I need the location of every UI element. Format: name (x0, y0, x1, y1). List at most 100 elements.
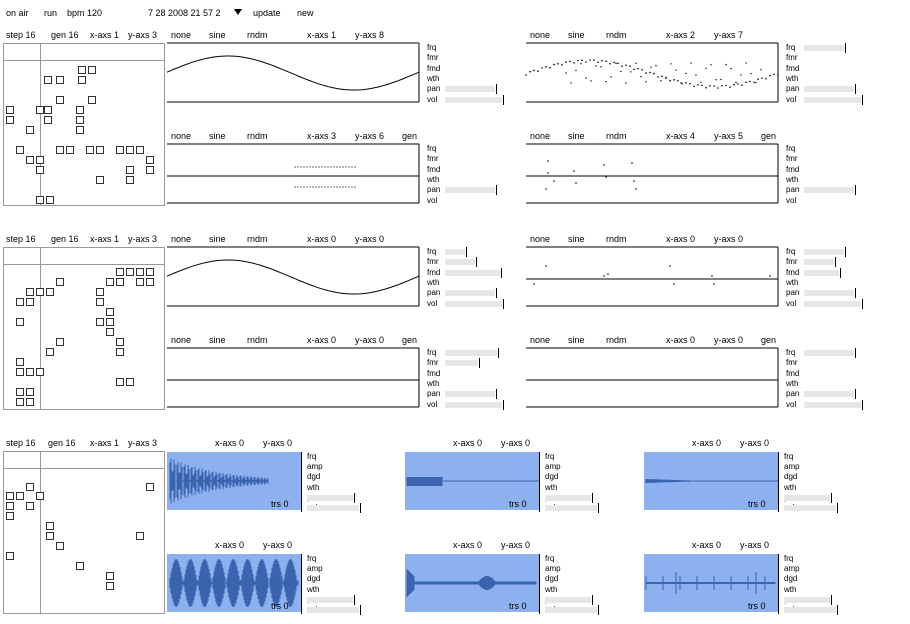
slider-handle[interactable] (862, 298, 863, 309)
lfo-display[interactable] (166, 246, 420, 308)
slider-handle[interactable] (840, 267, 841, 278)
gen-field[interactable]: gen 16 (48, 438, 76, 448)
slider-handle[interactable] (855, 348, 856, 358)
sequencer-cell[interactable] (36, 288, 44, 296)
sequencer-cell[interactable] (116, 268, 124, 276)
slider-handle[interactable] (496, 84, 497, 95)
param-vol-slider[interactable] (307, 503, 361, 513)
sequencer-cell[interactable] (76, 106, 84, 114)
lfo-none-button[interactable]: none (530, 30, 551, 40)
sequencer-cell[interactable] (26, 156, 34, 164)
sequencer-cell[interactable] (36, 166, 44, 174)
sample-x-axis-field[interactable]: x-axs 0 (453, 540, 483, 550)
param-pan-slider[interactable] (804, 288, 856, 299)
slider-handle[interactable] (862, 94, 863, 105)
y-axis-field[interactable]: y-axs 3 (128, 438, 158, 448)
lfo-sine-button[interactable]: sine (568, 30, 585, 40)
lfo-rndm-button[interactable]: rndm (606, 335, 627, 345)
param-pan-slider[interactable] (804, 84, 856, 95)
param-vol-slider[interactable] (784, 605, 838, 615)
lfo-rndm-button[interactable]: rndm (606, 30, 627, 40)
slider-handle[interactable] (503, 94, 504, 105)
sequencer-cell[interactable] (46, 288, 54, 296)
param-pan-slider[interactable] (445, 389, 497, 400)
slider-handle[interactable] (845, 43, 846, 53)
sequencer-cell[interactable] (6, 552, 14, 560)
slider-handle[interactable] (598, 605, 599, 615)
sequencer-cell[interactable] (36, 156, 44, 164)
lfo-xaxis-button[interactable]: x-axs 0 (666, 234, 696, 244)
lfo-yaxis-button[interactable]: y-axs 0 (714, 335, 744, 345)
slider-handle[interactable] (360, 605, 361, 615)
sequencer-cell[interactable] (96, 146, 104, 154)
sample-y-axis-field[interactable]: y-axs 0 (501, 438, 531, 448)
slider-handle[interactable] (837, 605, 838, 615)
transpose-field[interactable]: trs 0 (271, 601, 289, 611)
transpose-field[interactable]: trs 0 (509, 499, 527, 509)
sequencer-cell[interactable] (106, 582, 114, 590)
param-pan-slider[interactable] (307, 492, 355, 503)
lfo-yaxis-button[interactable]: y-axs 8 (355, 30, 385, 40)
sample-y-axis-field[interactable]: y-axs 0 (263, 438, 293, 448)
sequencer-cell[interactable] (126, 176, 134, 184)
sequencer-cell[interactable] (136, 278, 144, 286)
sequencer-cell[interactable] (6, 106, 14, 114)
transpose-field[interactable]: trs 0 (748, 499, 766, 509)
sequencer-cell[interactable] (46, 532, 54, 540)
param-pan-slider[interactable] (445, 185, 497, 196)
sequencer-cell[interactable] (26, 288, 34, 296)
sequencer-cell[interactable] (16, 398, 24, 406)
gen-field[interactable]: gen 16 (51, 30, 79, 40)
param-pan-slider[interactable] (307, 594, 355, 605)
lfo-none-button[interactable]: none (171, 131, 192, 141)
y-axis-field[interactable]: y-axs 3 (128, 234, 158, 244)
sequencer-cell[interactable] (96, 176, 104, 184)
sequencer-cell[interactable] (76, 562, 84, 570)
step-field[interactable]: step 16 (6, 30, 36, 40)
lfo-none-button[interactable]: none (530, 131, 551, 141)
sequencer-cell[interactable] (146, 268, 154, 276)
slider-handle[interactable] (835, 257, 836, 268)
lfo-sine-button[interactable]: sine (568, 131, 585, 141)
lfo-sine-button[interactable]: sine (568, 335, 585, 345)
sample-x-axis-field[interactable]: x-axs 0 (453, 438, 483, 448)
sequencer-cell[interactable] (116, 378, 124, 386)
slider-handle[interactable] (498, 348, 499, 358)
param-frq-slider[interactable] (445, 348, 499, 358)
sequencer-cell[interactable] (136, 532, 144, 540)
param-fmd-slider[interactable] (804, 267, 841, 278)
lfo-sine-button[interactable]: sine (209, 30, 226, 40)
param-pan-slider[interactable] (545, 492, 593, 503)
param-vol-slider[interactable] (804, 298, 863, 309)
param-pan-slider[interactable] (804, 389, 856, 400)
slider-handle[interactable] (503, 298, 504, 309)
waveform-display[interactable] (405, 554, 539, 612)
sequencer-cell[interactable] (126, 146, 134, 154)
x-axis-field[interactable]: x-axs 1 (90, 438, 120, 448)
param-fmr-slider[interactable] (804, 257, 836, 268)
lfo-display[interactable] (526, 347, 779, 409)
sequencer-cell[interactable] (106, 318, 114, 326)
lfo-rndm-button[interactable]: rndm (247, 30, 268, 40)
x-axis-field[interactable]: x-axs 1 (90, 234, 120, 244)
lfo-display[interactable] (166, 42, 420, 104)
sequencer-cell[interactable] (26, 483, 34, 491)
lfo-xaxis-button[interactable]: x-axs 3 (307, 131, 337, 141)
sequencer-cell[interactable] (136, 268, 144, 276)
param-frq-slider[interactable] (445, 247, 467, 257)
lfo-rndm-button[interactable]: rndm (247, 131, 268, 141)
sequencer-cell[interactable] (36, 196, 44, 204)
on-air-button[interactable]: on air (6, 8, 29, 18)
sequencer-cell[interactable] (66, 146, 74, 154)
lfo-rndm-button[interactable]: rndm (606, 131, 627, 141)
sequencer-cell[interactable] (6, 492, 14, 500)
sequencer-cell[interactable] (26, 298, 34, 306)
sequencer-cell[interactable] (116, 338, 124, 346)
sequencer-cell[interactable] (56, 278, 64, 286)
sequencer-cell[interactable] (76, 116, 84, 124)
y-axis-field[interactable]: y-axs 3 (128, 30, 158, 40)
lfo-display[interactable] (525, 42, 779, 104)
lfo-yaxis-button[interactable]: y-axs 0 (355, 335, 385, 345)
sequencer-cell[interactable] (26, 398, 34, 406)
new-button[interactable]: new (297, 8, 314, 18)
